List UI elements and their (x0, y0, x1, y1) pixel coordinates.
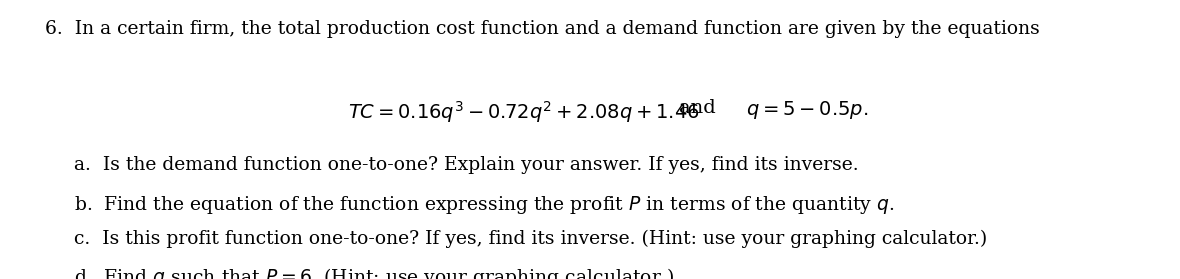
Text: b.  Find the equation of the function expressing the profit $P$ in terms of the : b. Find the equation of the function exp… (74, 194, 894, 216)
Text: $q = 5 - 0.5p.$: $q = 5 - 0.5p.$ (746, 99, 868, 121)
Text: 6.  In a certain firm, the total production cost function and a demand function : 6. In a certain firm, the total producti… (45, 20, 1040, 38)
Text: d.  Find $q$ such that $P = 6$. (Hint: use your graphing calculator.): d. Find $q$ such that $P = 6$. (Hint: us… (74, 266, 674, 279)
Text: a.  Is the demand function one-to-one? Explain your answer. If yes, find its inv: a. Is the demand function one-to-one? Ex… (74, 156, 859, 174)
Text: c.  Is this profit function one-to-one? If yes, find its inverse. (Hint: use you: c. Is this profit function one-to-one? I… (74, 230, 988, 248)
Text: and: and (678, 99, 715, 117)
Text: $TC = 0.16q^3 - 0.72q^2 + 2.08q + 1.46$: $TC = 0.16q^3 - 0.72q^2 + 2.08q + 1.46$ (348, 99, 700, 125)
